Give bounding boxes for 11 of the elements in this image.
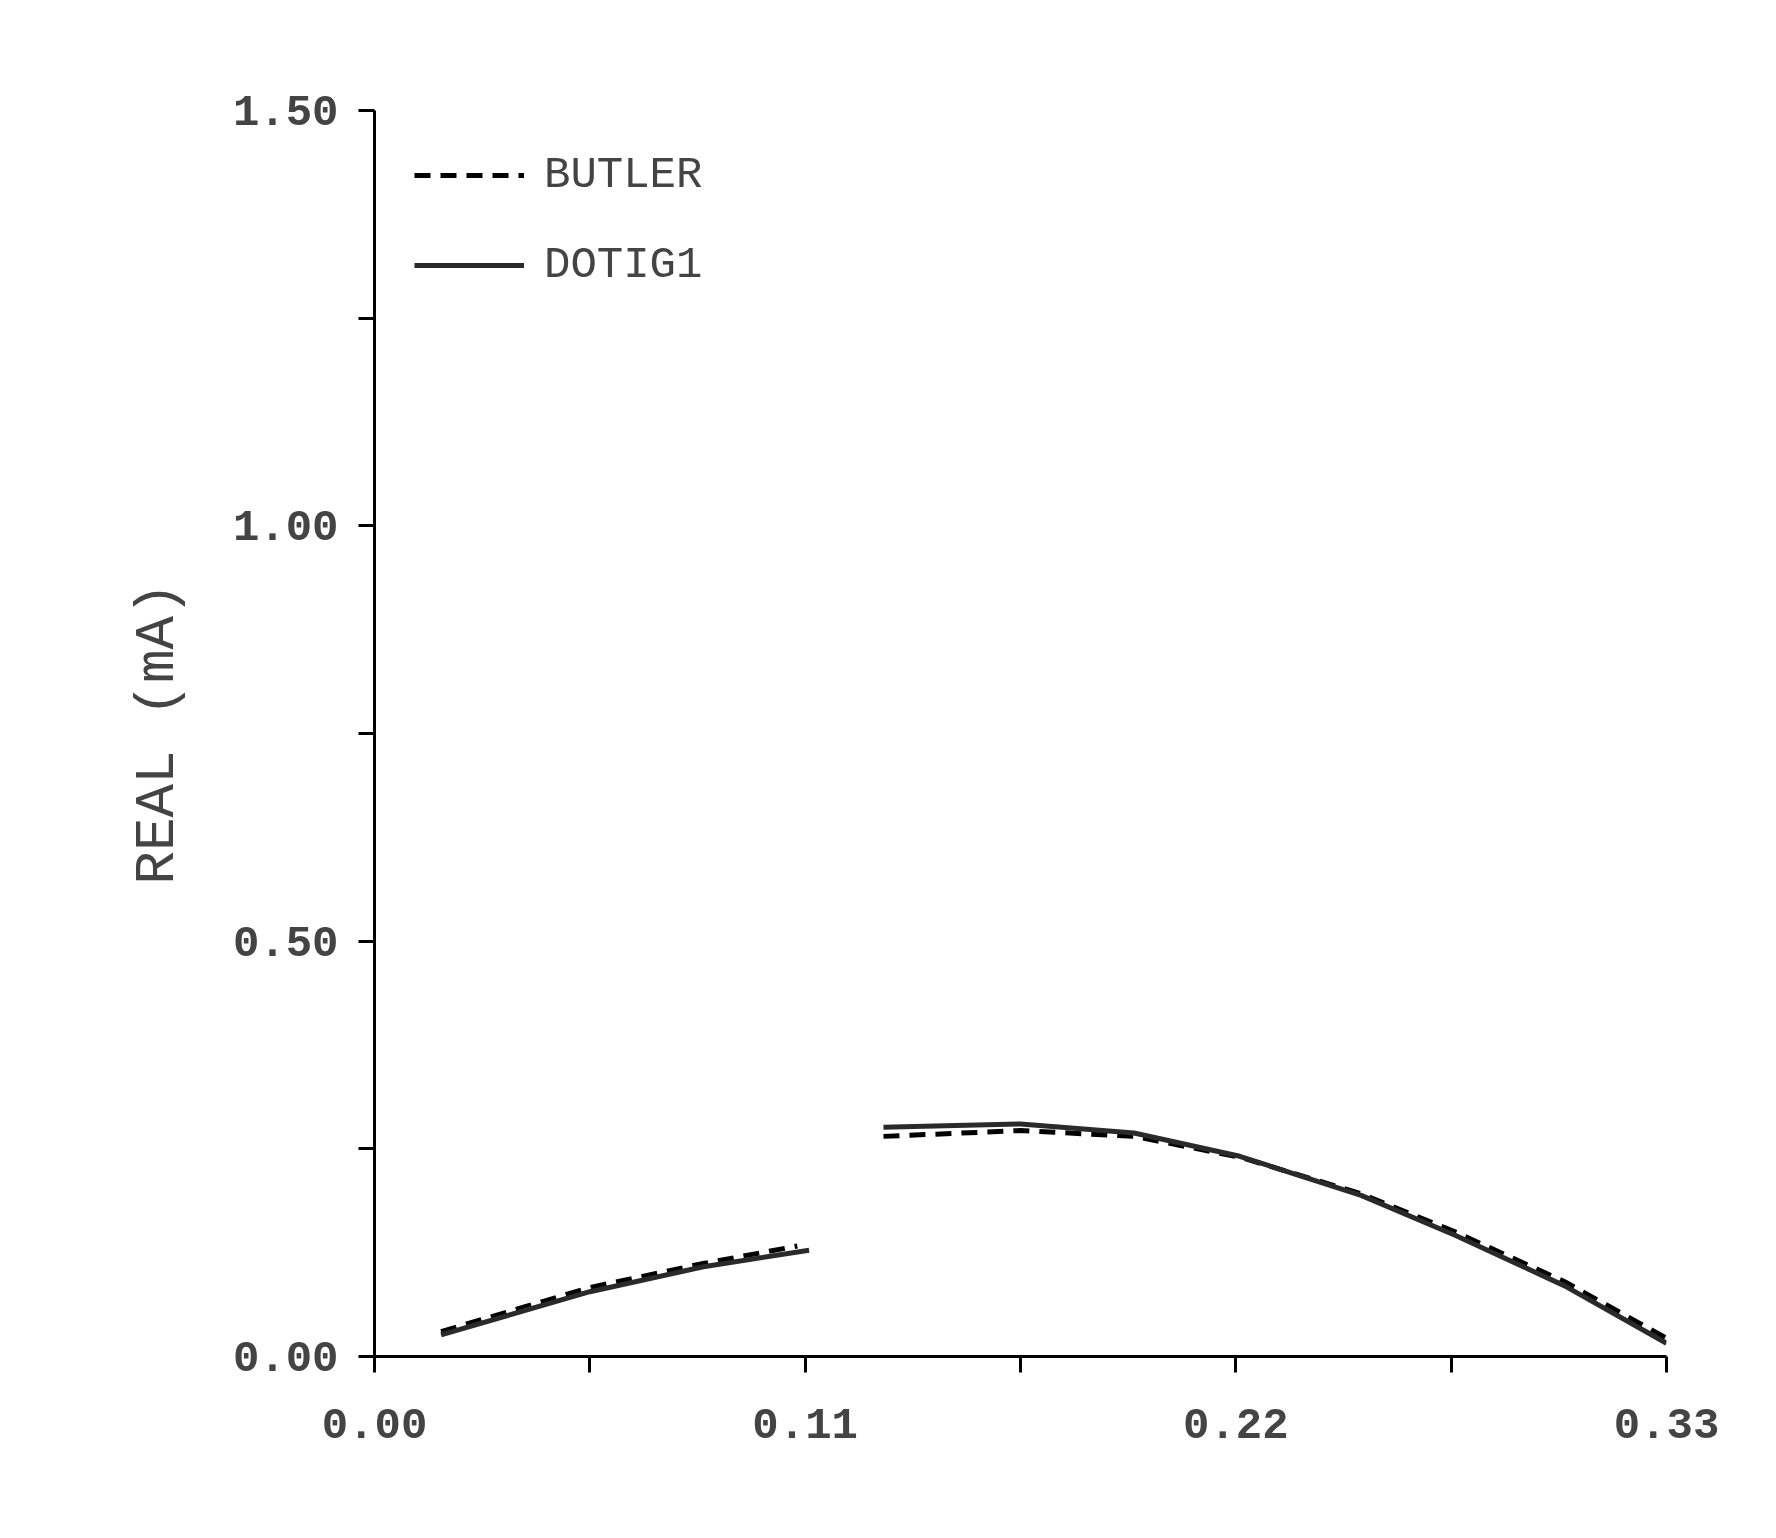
x-tick-label: 0.33 (1613, 1400, 1720, 1451)
y-tick-label: 0.00 (232, 1334, 339, 1384)
x-tick-label: 0.00 (321, 1400, 428, 1451)
legend-label: DOTIG1 (544, 240, 703, 290)
x-tick-label: 0.22 (1183, 1400, 1289, 1451)
y-tick-label: 1.00 (232, 503, 339, 554)
y-tick-label: 0.50 (232, 918, 339, 969)
y-tick-label: 1.50 (232, 88, 339, 138)
legend-label: BUTLER (544, 150, 703, 200)
y-axis-title: REAL (mA) (125, 582, 190, 885)
x-tick-label: 0.11 (752, 1400, 858, 1451)
